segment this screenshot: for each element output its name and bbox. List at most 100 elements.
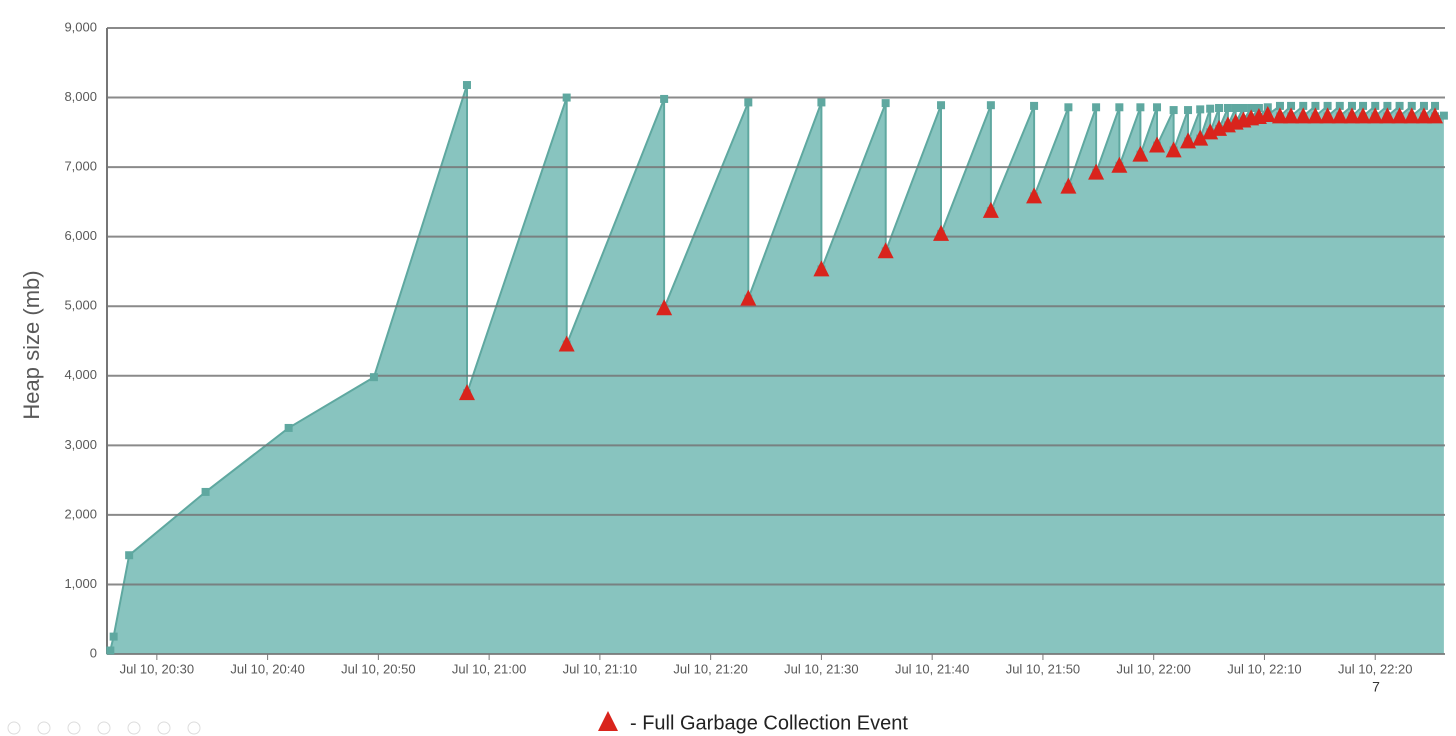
point-marker (201, 487, 210, 496)
point-marker (1407, 101, 1416, 110)
point-marker (1371, 101, 1380, 110)
gc-marker (1427, 107, 1444, 124)
point-marker (1030, 101, 1039, 110)
gc-marker (1343, 107, 1360, 124)
y-tick-label: 8,000 (64, 89, 97, 104)
point-marker (1311, 101, 1320, 110)
point-marker (1206, 104, 1215, 113)
gc-marker (1180, 132, 1197, 149)
point-marker (106, 646, 115, 655)
point-marker (1299, 101, 1308, 110)
point-marker (1092, 103, 1101, 112)
area (110, 85, 1444, 654)
y-tick-label: 0 (90, 645, 97, 660)
point-marker (937, 101, 946, 110)
toolbar (7, 721, 201, 735)
point-marker (1136, 103, 1145, 112)
point-marker (1383, 101, 1392, 110)
gc-marker (1391, 107, 1408, 124)
x-tick-label: Jul 10, 20:50 (341, 661, 415, 676)
point-marker (1323, 101, 1332, 110)
x-tick-label: Jul 10, 20:30 (120, 661, 194, 676)
point-marker (1395, 101, 1404, 110)
y-tick-label: 7,000 (64, 159, 97, 174)
point-marker (562, 93, 571, 102)
x-tick-label: Jul 10, 21:00 (452, 661, 526, 676)
point-marker (1215, 103, 1224, 112)
gc-marker (740, 289, 757, 306)
gc-marker (982, 201, 999, 218)
legend-marker (598, 711, 618, 731)
gc-marker (1403, 107, 1420, 124)
x-tick-label: Jul 10, 22:10 (1227, 661, 1301, 676)
point-marker (744, 98, 753, 107)
point-marker (986, 101, 995, 110)
x-tick-label: Jul 10, 22:20 (1338, 661, 1412, 676)
x-tick-label: Jul 10, 21:40 (895, 661, 969, 676)
gc-marker (656, 299, 673, 316)
y-tick-label: 5,000 (64, 298, 97, 313)
point-marker (1254, 103, 1263, 112)
gc-marker (1379, 107, 1396, 124)
point-marker (1431, 101, 1440, 110)
gc-marker (1111, 156, 1128, 173)
x-tick-label: Jul 10, 21:10 (563, 661, 637, 676)
gc-marker (1295, 107, 1312, 124)
gc-marker (933, 224, 950, 241)
gc-marker (1192, 129, 1209, 146)
gc-marker (877, 242, 894, 259)
point-marker (1064, 103, 1073, 112)
gc-marker (1271, 107, 1288, 124)
point-marker (369, 373, 378, 382)
y-tick-label: 1,000 (64, 576, 97, 591)
x-tick-label: Jul 10, 21:50 (1006, 661, 1080, 676)
point-marker (1347, 101, 1356, 110)
y-tick-label: 6,000 (64, 228, 97, 243)
gc-marker (1060, 177, 1077, 194)
gc-marker (1355, 107, 1372, 124)
x-tick-label: Jul 10, 21:20 (673, 661, 747, 676)
gc-marker (1283, 107, 1300, 124)
gc-marker (1026, 187, 1043, 204)
y-tick-label: 9,000 (64, 19, 97, 34)
point-marker (1359, 101, 1368, 110)
gc-marker (1415, 107, 1432, 124)
x-tick-label: Jul 10, 22:00 (1116, 661, 1190, 676)
point-marker (1184, 106, 1193, 115)
point-marker (462, 81, 471, 90)
point-marker (1231, 103, 1240, 112)
gc-marker (458, 384, 475, 401)
gc-marker (813, 260, 830, 277)
gc-marker (558, 335, 575, 352)
point-marker (1115, 103, 1124, 112)
point-marker (817, 98, 826, 107)
point-marker (1335, 101, 1344, 110)
y-tick-label: 3,000 (64, 437, 97, 452)
y-tick-label: 2,000 (64, 506, 97, 521)
gc-marker (1149, 136, 1166, 153)
point-marker (1419, 101, 1428, 110)
gc-marker (1319, 107, 1336, 124)
point-marker (1247, 103, 1256, 112)
gc-marker (1088, 163, 1105, 180)
point-marker (881, 99, 890, 108)
point-marker (1275, 101, 1284, 110)
gc-marker (1307, 107, 1324, 124)
point-marker (1153, 103, 1162, 112)
point-marker (109, 632, 118, 641)
gc-marker (1259, 105, 1276, 122)
point-marker (125, 551, 134, 560)
y-tick-label: 4,000 (64, 367, 97, 382)
x-tick-label: Jul 10, 20:40 (230, 661, 304, 676)
gc-marker (1367, 107, 1384, 124)
point-marker (1169, 106, 1178, 115)
y-axis-label: Heap size (mb) (19, 270, 44, 419)
point-marker (1239, 103, 1248, 112)
point-marker (1223, 103, 1232, 112)
point-marker (660, 94, 669, 103)
point-marker (284, 423, 293, 432)
legend-label: - Full Garbage Collection Event (630, 712, 908, 734)
point-marker (1439, 111, 1448, 120)
point-marker (1287, 101, 1296, 110)
